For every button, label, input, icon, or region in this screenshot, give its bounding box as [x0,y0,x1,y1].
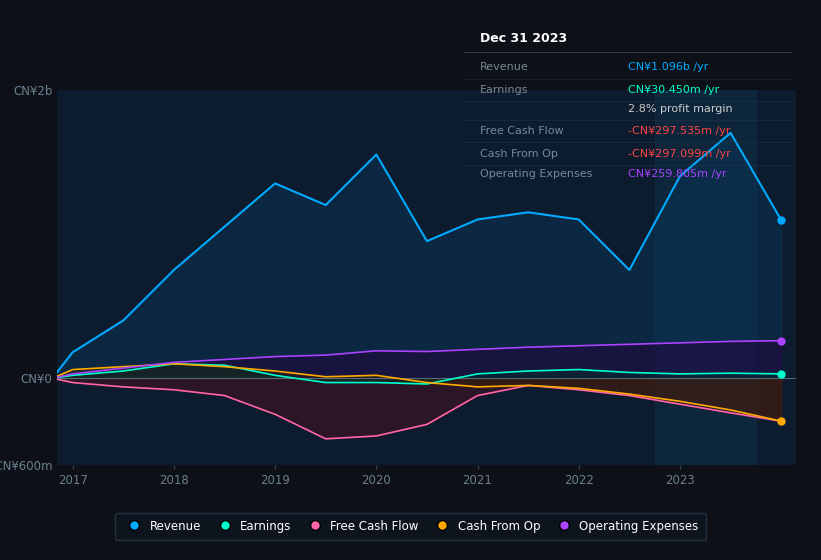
Text: Earnings: Earnings [480,85,529,95]
Bar [654,90,756,465]
Text: Revenue: Revenue [480,63,529,72]
Text: -CN¥297.535m /yr: -CN¥297.535m /yr [628,127,731,136]
Text: 2.8% profit margin: 2.8% profit margin [628,104,732,114]
Text: Cash From Op: Cash From Op [480,148,558,158]
Text: Operating Expenses: Operating Expenses [480,170,593,179]
Text: -CN¥297.099m /yr: -CN¥297.099m /yr [628,148,731,158]
Text: CN¥30.450m /yr: CN¥30.450m /yr [628,85,719,95]
Text: CN¥259.805m /yr: CN¥259.805m /yr [628,170,727,179]
Text: Dec 31 2023: Dec 31 2023 [480,32,567,45]
Text: Free Cash Flow: Free Cash Flow [480,127,564,136]
Legend: Revenue, Earnings, Free Cash Flow, Cash From Op, Operating Expenses: Revenue, Earnings, Free Cash Flow, Cash … [116,513,705,540]
Text: CN¥1.096b /yr: CN¥1.096b /yr [628,63,709,72]
